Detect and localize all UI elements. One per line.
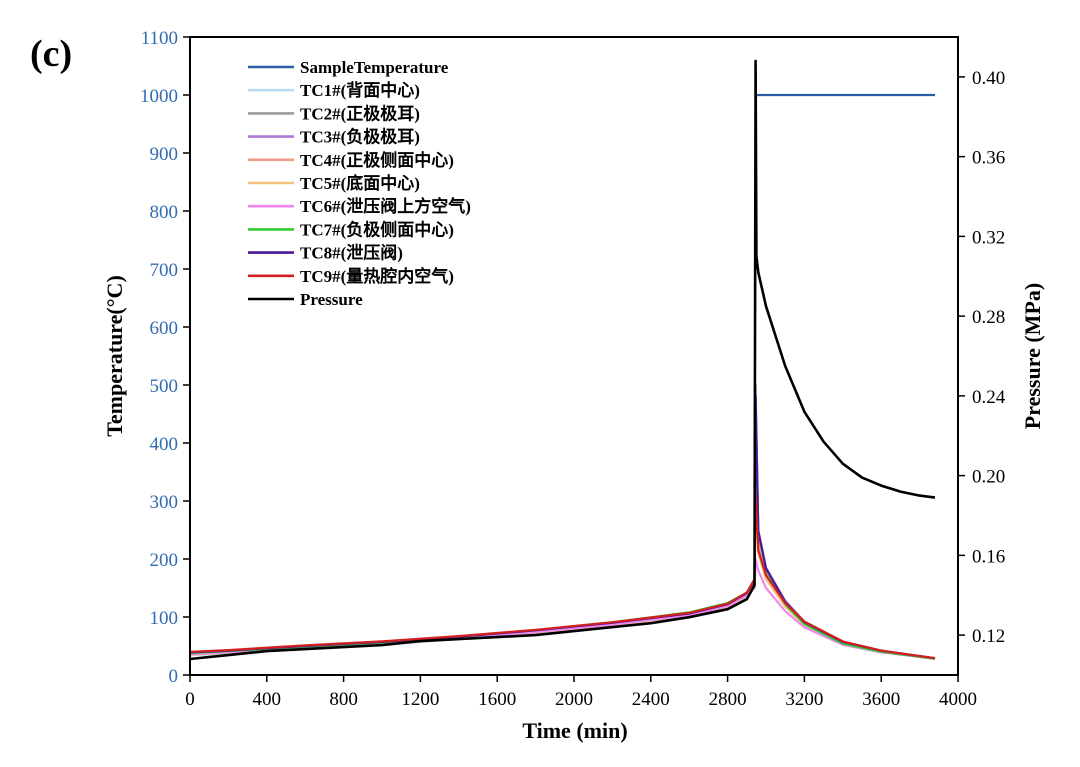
x-tick-label: 400 bbox=[253, 689, 282, 710]
legend-label: TC6#(泄压阀上方空气) bbox=[300, 196, 471, 216]
series-line-6 bbox=[189, 557, 936, 660]
x-tick-label: 4000 bbox=[939, 689, 977, 710]
y-tick-label: 600 bbox=[150, 318, 179, 339]
series-line-9 bbox=[189, 494, 936, 660]
y-tick-label: 800 bbox=[150, 202, 179, 223]
legend-label: TC9#(量热腔内空气) bbox=[300, 266, 454, 286]
x-axis-title: Time (min) bbox=[522, 718, 627, 743]
y2-tick-label: 0.12 bbox=[972, 626, 1005, 647]
series-line-4 bbox=[189, 430, 936, 660]
y2-tick-label: 0.40 bbox=[972, 68, 1005, 89]
left-tick-group: 0 100 200 300 400 500 600 700 800 900 1000 1100 bbox=[140, 28, 190, 687]
x-tick-group: 0 400 800 1200 1600 2000 2400 2800 3200 3600 4000 bbox=[185, 675, 977, 710]
plot-frame bbox=[189, 36, 959, 676]
x-tick-label: 3600 bbox=[862, 689, 900, 710]
y-tick-label: 200 bbox=[150, 550, 179, 571]
x-tick-label: 2000 bbox=[555, 689, 593, 710]
x-tick-label: 1200 bbox=[401, 689, 439, 710]
y2-tick-label: 0.24 bbox=[972, 387, 1006, 408]
y-axis-title: Temperature(°C) bbox=[102, 275, 127, 437]
y-tick-label: 700 bbox=[150, 260, 179, 281]
y2-axis-title: Pressure (MPa) bbox=[1020, 283, 1045, 429]
legend-label: TC5#(底面中心) bbox=[300, 173, 420, 193]
legend-label: TC4#(正极侧面中心) bbox=[300, 150, 454, 170]
y-tick-label: 1000 bbox=[140, 86, 178, 107]
x-tick-label: 2800 bbox=[709, 689, 747, 710]
right-tick-group: 0.12 0.16 0.20 0.24 0.28 0.32 0.36 0.40 bbox=[958, 68, 1006, 647]
legend-label: TC1#(背面中心) bbox=[300, 80, 420, 100]
legend-label: TC3#(负极极耳) bbox=[300, 127, 420, 147]
x-tick-label: 0 bbox=[185, 689, 195, 710]
series-layer bbox=[189, 59, 936, 661]
x-tick-label: 3200 bbox=[785, 689, 823, 710]
y2-tick-label: 0.28 bbox=[972, 307, 1005, 328]
panel-label: (c) bbox=[30, 33, 72, 75]
y2-tick-label: 0.36 bbox=[972, 148, 1005, 169]
x-tick-label: 2400 bbox=[632, 689, 670, 710]
y2-tick-label: 0.32 bbox=[972, 227, 1005, 248]
series-line-10 bbox=[189, 59, 936, 661]
y-tick-label: 100 bbox=[150, 608, 179, 629]
y-tick-label: 1100 bbox=[141, 28, 178, 49]
x-tick-label: 800 bbox=[329, 689, 358, 710]
legend-label: TC2#(正极极耳) bbox=[300, 104, 420, 123]
legend-label: SampleTemperature bbox=[300, 58, 449, 77]
series-line-2 bbox=[189, 418, 936, 660]
y-tick-label: 500 bbox=[150, 376, 179, 397]
y-tick-label: 400 bbox=[150, 434, 179, 455]
y2-tick-label: 0.16 bbox=[972, 546, 1005, 567]
series-line-3 bbox=[189, 383, 936, 660]
series-line-8 bbox=[189, 395, 936, 660]
x-tick-label: 1600 bbox=[478, 689, 516, 710]
y-tick-label: 300 bbox=[150, 492, 179, 513]
y-tick-label: 0 bbox=[169, 666, 179, 687]
legend-label: TC8#(泄压阀) bbox=[300, 243, 403, 263]
legend-label: Pressure bbox=[300, 290, 363, 309]
legend-label: TC7#(负极侧面中心) bbox=[300, 219, 454, 239]
y2-tick-label: 0.20 bbox=[972, 467, 1005, 488]
y-tick-label: 900 bbox=[150, 144, 179, 165]
legend: SampleTemperature TC1#(背面中心) TC2#(正极极耳) TC3… bbox=[248, 58, 471, 309]
